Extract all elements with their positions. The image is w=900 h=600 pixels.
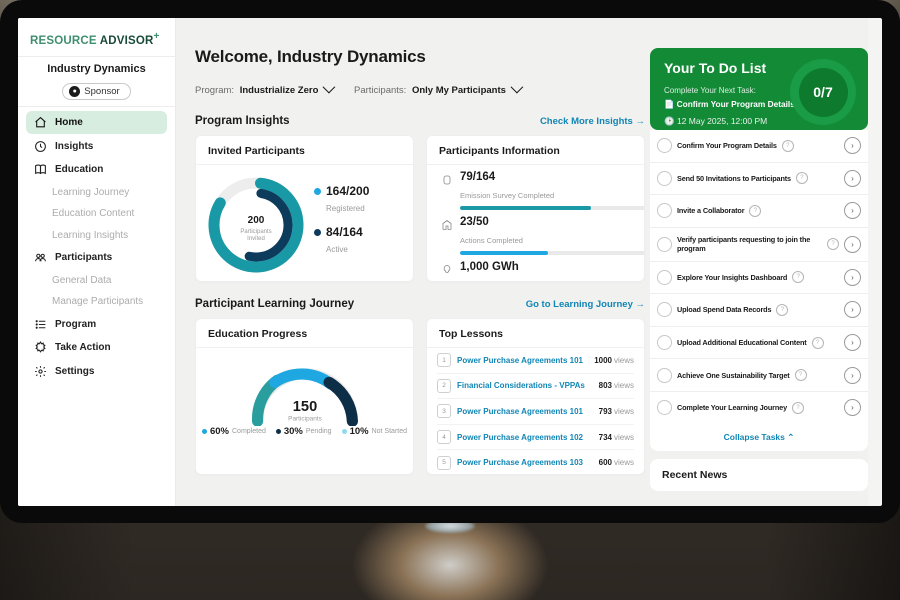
svg-text:150: 150: [292, 399, 316, 415]
svg-text:200: 200: [248, 215, 265, 226]
svg-text:Invited: Invited: [247, 236, 265, 242]
svg-text:Participants: Participants: [240, 229, 271, 235]
svg-text:Participants: Participants: [288, 415, 322, 422]
